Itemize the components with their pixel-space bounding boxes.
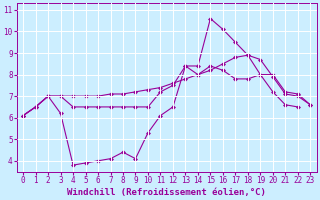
X-axis label: Windchill (Refroidissement éolien,°C): Windchill (Refroidissement éolien,°C) [67,188,266,197]
